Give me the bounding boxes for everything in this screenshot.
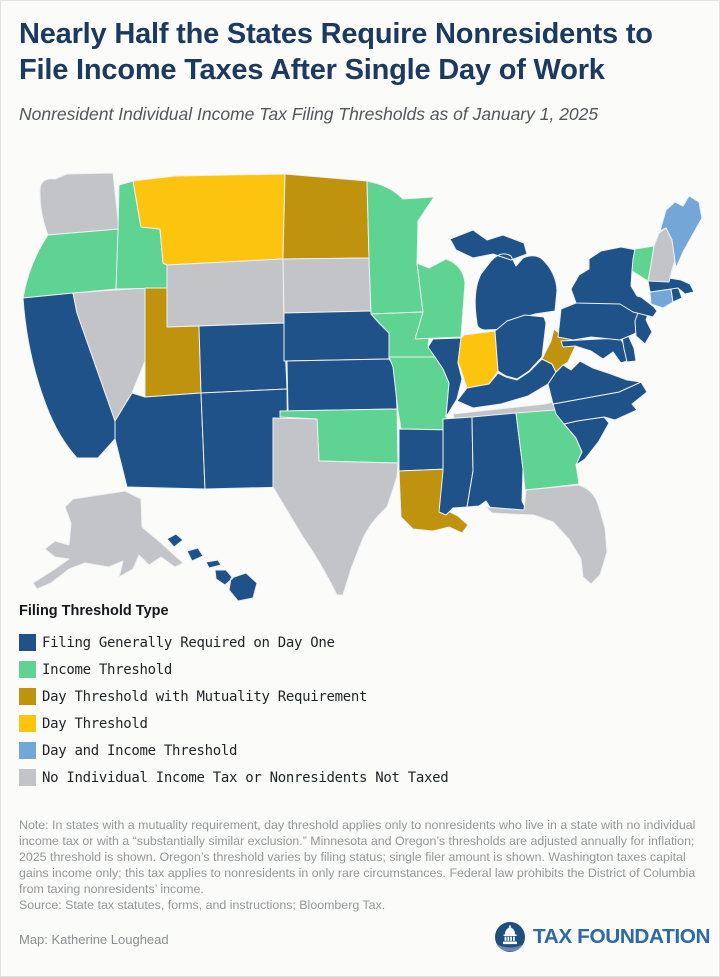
state-WY (166, 258, 285, 328)
map-container (15, 171, 705, 602)
legend-swatch (19, 661, 36, 678)
page-title: Nearly Half the States Require Nonreside… (19, 18, 653, 86)
legend-item: Day and Income Threshold (19, 737, 709, 764)
tax-foundation-logo: TAX FOUNDATION (494, 921, 710, 953)
legend-swatch (19, 634, 36, 651)
brand-name: TAX FOUNDATION (532, 925, 711, 948)
state-NY (570, 246, 658, 318)
state-WI (414, 258, 466, 340)
legend-item: Day Threshold with Mutuality Requirement (19, 683, 709, 710)
legend-item: No Individual Income Tax or Nonresidents… (19, 764, 709, 791)
note-text: Note: In states with a mutuality require… (19, 818, 696, 896)
state-KS (286, 358, 398, 412)
map-credit: Map: Katherine Loughead (19, 932, 169, 947)
legend-item-label: Income Threshold (42, 661, 173, 678)
legend: Filing Threshold Type Filing Generally R… (19, 603, 709, 791)
legend-rows: Filing Generally Required on Day One Inc… (19, 629, 709, 791)
state-HI (166, 533, 258, 602)
state-SD (282, 257, 372, 314)
state-CA (22, 292, 116, 459)
page-subtitle: Nonresident Individual Income Tax Filing… (19, 104, 599, 124)
legend-swatch (19, 742, 36, 759)
state-TX (272, 417, 399, 596)
footnote: Note: In states with a mutuality require… (19, 817, 703, 913)
state-OR (22, 228, 120, 299)
state-NE (283, 310, 390, 362)
state-ME (659, 195, 703, 269)
legend-item-label: Day Threshold with Mutuality Requirement (42, 688, 368, 705)
capitol-icon (494, 922, 525, 952)
state-CO (198, 322, 288, 394)
legend-title: Filing Threshold Type (19, 603, 169, 619)
state-IL (427, 337, 463, 418)
state-ND (282, 173, 370, 260)
state-NH (647, 227, 678, 283)
state-MI (449, 229, 558, 331)
legend-item: Income Threshold (19, 656, 709, 683)
state-AZ (114, 392, 206, 490)
legend-swatch (19, 688, 36, 705)
legend-swatch (19, 715, 36, 732)
legend-item-label: No Individual Income Tax or Nonresidents… (42, 769, 449, 786)
us-choropleth-map (22, 172, 703, 602)
state-IN (457, 330, 499, 389)
legend-item-label: Day Threshold (42, 715, 148, 732)
state-FL (485, 484, 608, 585)
state-WA (39, 172, 120, 236)
state-AK (32, 490, 184, 590)
legend-swatch (19, 769, 36, 786)
state-OH (494, 314, 547, 380)
source-text: Source: State tax statutes, forms, and i… (19, 898, 386, 912)
legend-item: Day Threshold (19, 710, 709, 737)
legend-item-label: Filing Generally Required on Day One (42, 634, 335, 651)
legend-item-label: Day and Income Threshold (42, 742, 238, 759)
legend-item: Filing Generally Required on Day One (19, 629, 709, 656)
